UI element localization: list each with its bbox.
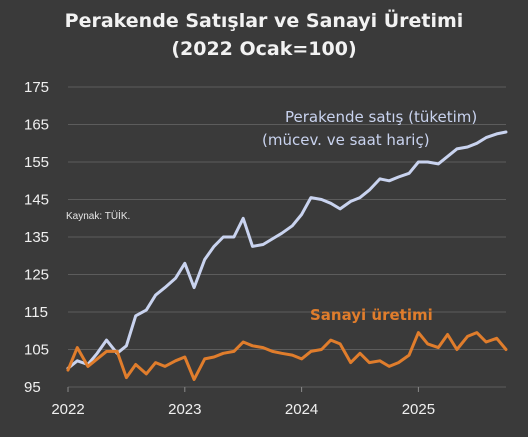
y-tick-label: 105 bbox=[24, 342, 49, 359]
y-tick-label: 175 bbox=[24, 79, 49, 96]
y-tick-label: 165 bbox=[24, 117, 49, 134]
series-label-retail-line1: Perakende satış (tüketim) bbox=[285, 108, 477, 126]
x-axis: 2022 2023 2024 2025 bbox=[51, 387, 435, 418]
x-tick-label: 2022 bbox=[51, 401, 84, 418]
source-note: Kaynak: TÜİK. bbox=[66, 209, 130, 222]
y-axis: 95 105 115 125 135 145 155 165 175 bbox=[24, 79, 49, 396]
y-tick-label: 95 bbox=[24, 379, 41, 396]
y-tick-label: 135 bbox=[24, 229, 49, 246]
y-tick-label: 125 bbox=[24, 267, 49, 284]
series-label-industry: Sanayi üretimi bbox=[310, 306, 433, 324]
chart-title-line1: Perakende Satışlar ve Sanayi Üretimi bbox=[65, 8, 464, 32]
y-tick-label: 155 bbox=[24, 154, 49, 171]
y-tick-label: 115 bbox=[24, 304, 48, 321]
x-tick-label: 2023 bbox=[168, 401, 201, 418]
chart-title-line2: (2022 Ocak=100) bbox=[171, 38, 356, 60]
series-lines bbox=[66, 130, 508, 381]
x-tick-label: 2025 bbox=[402, 401, 435, 418]
series-line-industrial-production bbox=[66, 331, 508, 381]
x-tick-label: 2024 bbox=[285, 401, 318, 418]
series-label-retail-line2: (mücev. ve saat hariç) bbox=[262, 131, 430, 149]
series-line-retail-sales bbox=[66, 130, 508, 370]
y-tick-label: 145 bbox=[24, 192, 49, 209]
